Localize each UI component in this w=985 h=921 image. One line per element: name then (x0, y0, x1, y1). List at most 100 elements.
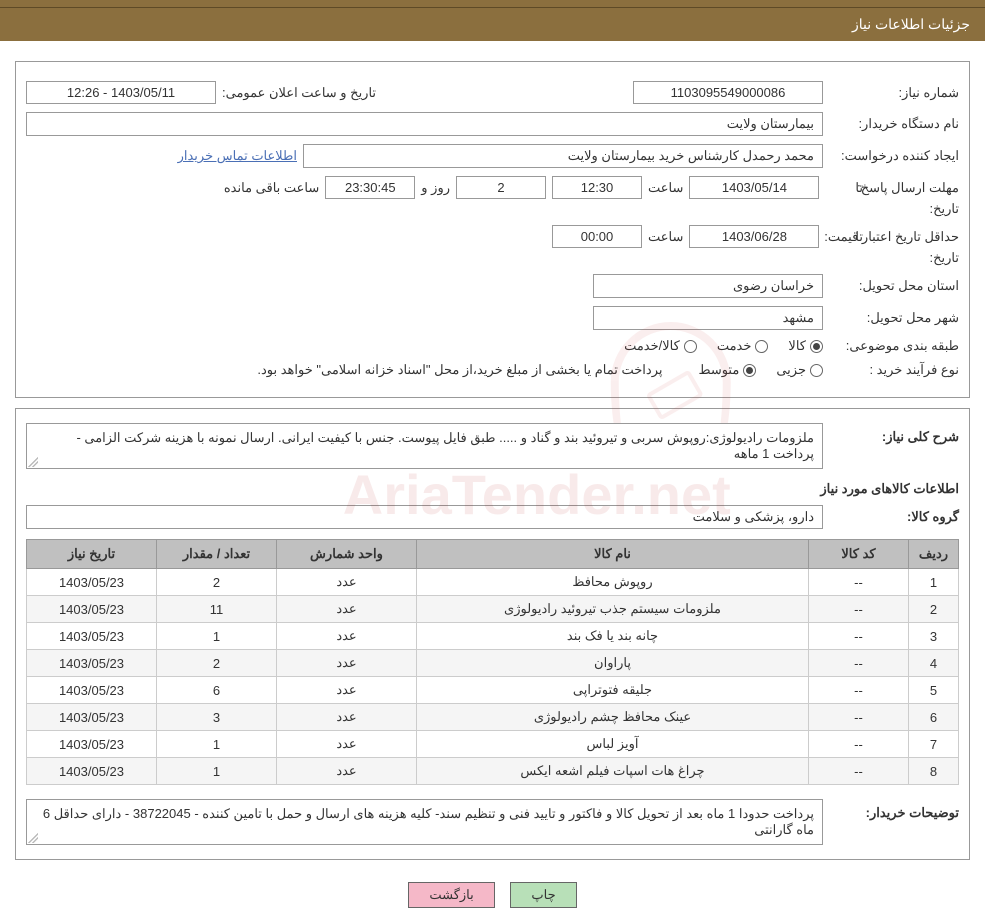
table-cell: 1403/05/23 (27, 704, 157, 731)
category-radio-goods[interactable]: کالا (788, 338, 823, 354)
row-buyer-notes: توضیحات خریدار: پرداخت حدودا 1 ماه بعد ا… (26, 795, 959, 849)
requester-label: ایجاد کننده درخواست: (829, 148, 959, 164)
requester-value: محمد رحمدل کارشناس خرید بیمارستان ولایت (303, 144, 823, 168)
footer-buttons: چاپ بازگشت (0, 870, 985, 920)
radio-icon (810, 364, 823, 377)
radio-icon (810, 340, 823, 353)
deadline-time-value: 12:30 (552, 176, 642, 199)
table-cell: 1403/05/23 (27, 677, 157, 704)
table-cell: 1403/05/23 (27, 758, 157, 785)
details-panel: شرح کلی نیاز: ملزومات رادیولوژی:روپوش سر… (15, 408, 970, 860)
table-cell: آویز لباس (417, 731, 809, 758)
col-item-name: نام کالا (417, 540, 809, 569)
radio-icon (755, 340, 768, 353)
deadline-days-value: 2 (456, 176, 546, 199)
table-cell: 1403/05/23 (27, 596, 157, 623)
goods-group-label: گروه کالا: (829, 509, 959, 525)
price-validity-to-label: تا (855, 229, 863, 245)
table-row: 8--چراغ هات اسپات فیلم اشعه ایکسعدد11403… (27, 758, 959, 785)
print-button[interactable]: چاپ (510, 882, 576, 908)
table-cell: 1 (909, 569, 959, 596)
need-number-label: شماره نیاز: (829, 85, 959, 101)
process-radio-medium[interactable]: متوسط (698, 362, 756, 378)
buyer-notes-text: پرداخت حدودا 1 ماه بعد از تحویل کالا و ف… (43, 806, 814, 837)
table-cell: -- (809, 704, 909, 731)
resize-handle-icon[interactable] (28, 457, 38, 467)
table-cell: عدد (277, 596, 417, 623)
category-radio-service[interactable]: خدمت (717, 338, 769, 354)
table-cell: 2 (157, 569, 277, 596)
table-header-row: ردیف کد کالا نام کالا واحد شمارش تعداد /… (27, 540, 959, 569)
table-row: 7--آویز لباسعدد11403/05/23 (27, 731, 959, 758)
row-goods-group: گروه کالا: دارو، پزشکی و سلامت (26, 501, 959, 533)
table-cell: عدد (277, 704, 417, 731)
description-label: شرح کلی نیاز: (829, 423, 959, 445)
table-cell: 1403/05/23 (27, 650, 157, 677)
table-cell: 6 (157, 677, 277, 704)
table-cell: پاراوان (417, 650, 809, 677)
deadline-remaining-value: 23:30:45 (325, 176, 415, 199)
buyer-contact-link[interactable]: اطلاعات تماس خریدار (178, 148, 297, 164)
table-cell: -- (809, 596, 909, 623)
need-info-panel: AriaTender.net شماره نیاز: 1103095549000… (15, 61, 970, 398)
row-description: شرح کلی نیاز: ملزومات رادیولوژی:روپوش سر… (26, 419, 959, 473)
table-cell: چانه بند یا فک بند (417, 623, 809, 650)
goods-group-value: دارو، پزشکی و سلامت (26, 505, 823, 529)
table-row: 6--عینک محافظ چشم رادیولوژیعدد31403/05/2… (27, 704, 959, 731)
items-section-title: اطلاعات کالاهای مورد نیاز (26, 473, 959, 501)
table-cell: 1403/05/23 (27, 731, 157, 758)
row-price-validity-date-label: تاریخ: (26, 246, 959, 270)
table-cell: 1 (157, 731, 277, 758)
table-cell: 1403/05/23 (27, 569, 157, 596)
process-type-label: نوع فرآیند خرید : (829, 362, 959, 378)
table-cell: 1403/05/23 (27, 623, 157, 650)
announce-datetime-value: 1403/05/11 - 12:26 (26, 81, 216, 104)
description-text: ملزومات رادیولوژی:روپوش سربی و تیروئید ب… (76, 430, 814, 461)
col-need-date: تاریخ نیاز (27, 540, 157, 569)
category-option-0: کالا (788, 338, 806, 354)
category-option-2: کالا/خدمت (624, 338, 680, 354)
buyer-notes-value: پرداخت حدودا 1 ماه بعد از تحویل کالا و ف… (26, 799, 823, 845)
category-option-1: خدمت (717, 338, 752, 354)
table-cell: عدد (277, 677, 417, 704)
description-value: ملزومات رادیولوژی:روپوش سربی و تیروئید ب… (26, 423, 823, 469)
row-process-type: نوع فرآیند خرید : جزیی متوسط پرداخت تمام… (26, 358, 959, 382)
price-validity-time-value: 00:00 (552, 225, 642, 248)
table-cell: 1 (157, 623, 277, 650)
row-delivery-province: استان محل تحویل: خراسان رضوی (26, 270, 959, 302)
table-cell: جلیقه فتوتراپی (417, 677, 809, 704)
buyer-notes-label: توضیحات خریدار: (829, 799, 959, 821)
table-row: 5--جلیقه فتوتراپیعدد61403/05/23 (27, 677, 959, 704)
process-radio-minor[interactable]: جزیی (776, 362, 823, 378)
table-cell: 2 (909, 596, 959, 623)
radio-icon (743, 364, 756, 377)
announce-datetime-label: تاریخ و ساعت اعلان عمومی: (222, 85, 376, 101)
price-validity-time-label: ساعت (648, 229, 683, 245)
deadline-days-label: روز و (421, 180, 450, 196)
col-row-num: ردیف (909, 540, 959, 569)
deadline-label: مهلت ارسال پاسخ: (829, 180, 959, 196)
delivery-city-label: شهر محل تحویل: (829, 310, 959, 326)
table-cell: عدد (277, 623, 417, 650)
table-cell: ملزومات سیستم جذب تیروئید رادیولوژی (417, 596, 809, 623)
price-validity-date-label: تاریخ: (829, 250, 959, 266)
category-radio-goods-service[interactable]: کالا/خدمت (624, 338, 697, 354)
table-cell: 1 (157, 758, 277, 785)
col-unit: واحد شمارش (277, 540, 417, 569)
back-button[interactable]: بازگشت (408, 882, 494, 908)
need-number-value: 1103095549000086 (633, 81, 823, 104)
table-row: 4--پاراوانعدد21403/05/23 (27, 650, 959, 677)
category-radio-group: کالا خدمت کالا/خدمت (624, 338, 823, 354)
table-cell: 6 (909, 704, 959, 731)
row-delivery-city: شهر محل تحویل: مشهد (26, 302, 959, 334)
page-title: جزئیات اطلاعات نیاز (0, 8, 985, 41)
delivery-province-label: استان محل تحویل: (829, 278, 959, 294)
table-cell: عینک محافظ چشم رادیولوژی (417, 704, 809, 731)
table-cell: روپوش محافظ (417, 569, 809, 596)
table-cell: -- (809, 623, 909, 650)
process-type-radio-group: جزیی متوسط (698, 362, 823, 378)
deadline-time-label: ساعت (648, 180, 683, 196)
table-cell: 5 (909, 677, 959, 704)
delivery-province-value: خراسان رضوی (593, 274, 823, 298)
resize-handle-icon[interactable] (28, 833, 38, 843)
